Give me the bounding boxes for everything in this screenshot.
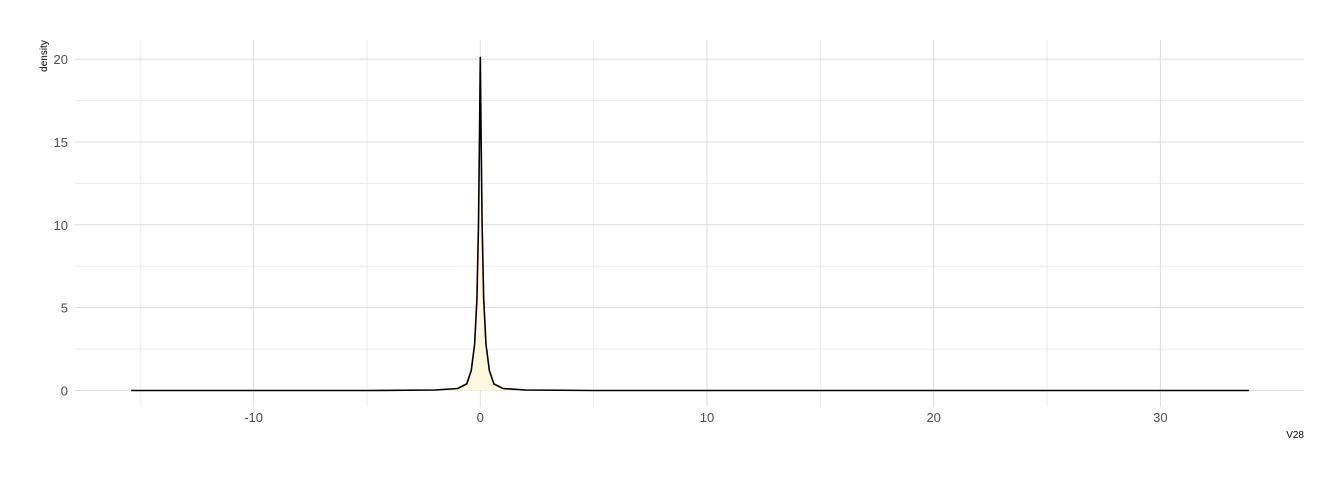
x-axis-title: V28 (1286, 430, 1304, 441)
y-tick-label: 15 (54, 135, 68, 150)
x-tick-label: 10 (700, 410, 714, 425)
y-tick-label: 5 (61, 301, 68, 316)
major-gridlines (75, 40, 1304, 407)
density-line (131, 56, 1249, 392)
x-axis-ticks: -10 0 10 20 30 (244, 410, 1167, 425)
x-tick-label: 20 (926, 410, 940, 425)
minor-gridlines (75, 40, 1304, 407)
y-tick-label: 10 (54, 218, 68, 233)
density-area-fill (131, 57, 1249, 391)
x-tick-label: 0 (477, 410, 484, 425)
y-tick-label: 0 (61, 384, 68, 399)
y-axis-title: density (39, 40, 50, 72)
x-tick-label: 30 (1153, 410, 1167, 425)
y-axis-ticks: 0 5 10 15 20 (54, 52, 68, 398)
density-series (131, 56, 1249, 392)
x-tick-label: -10 (244, 410, 263, 425)
y-tick-label: 20 (54, 52, 68, 67)
